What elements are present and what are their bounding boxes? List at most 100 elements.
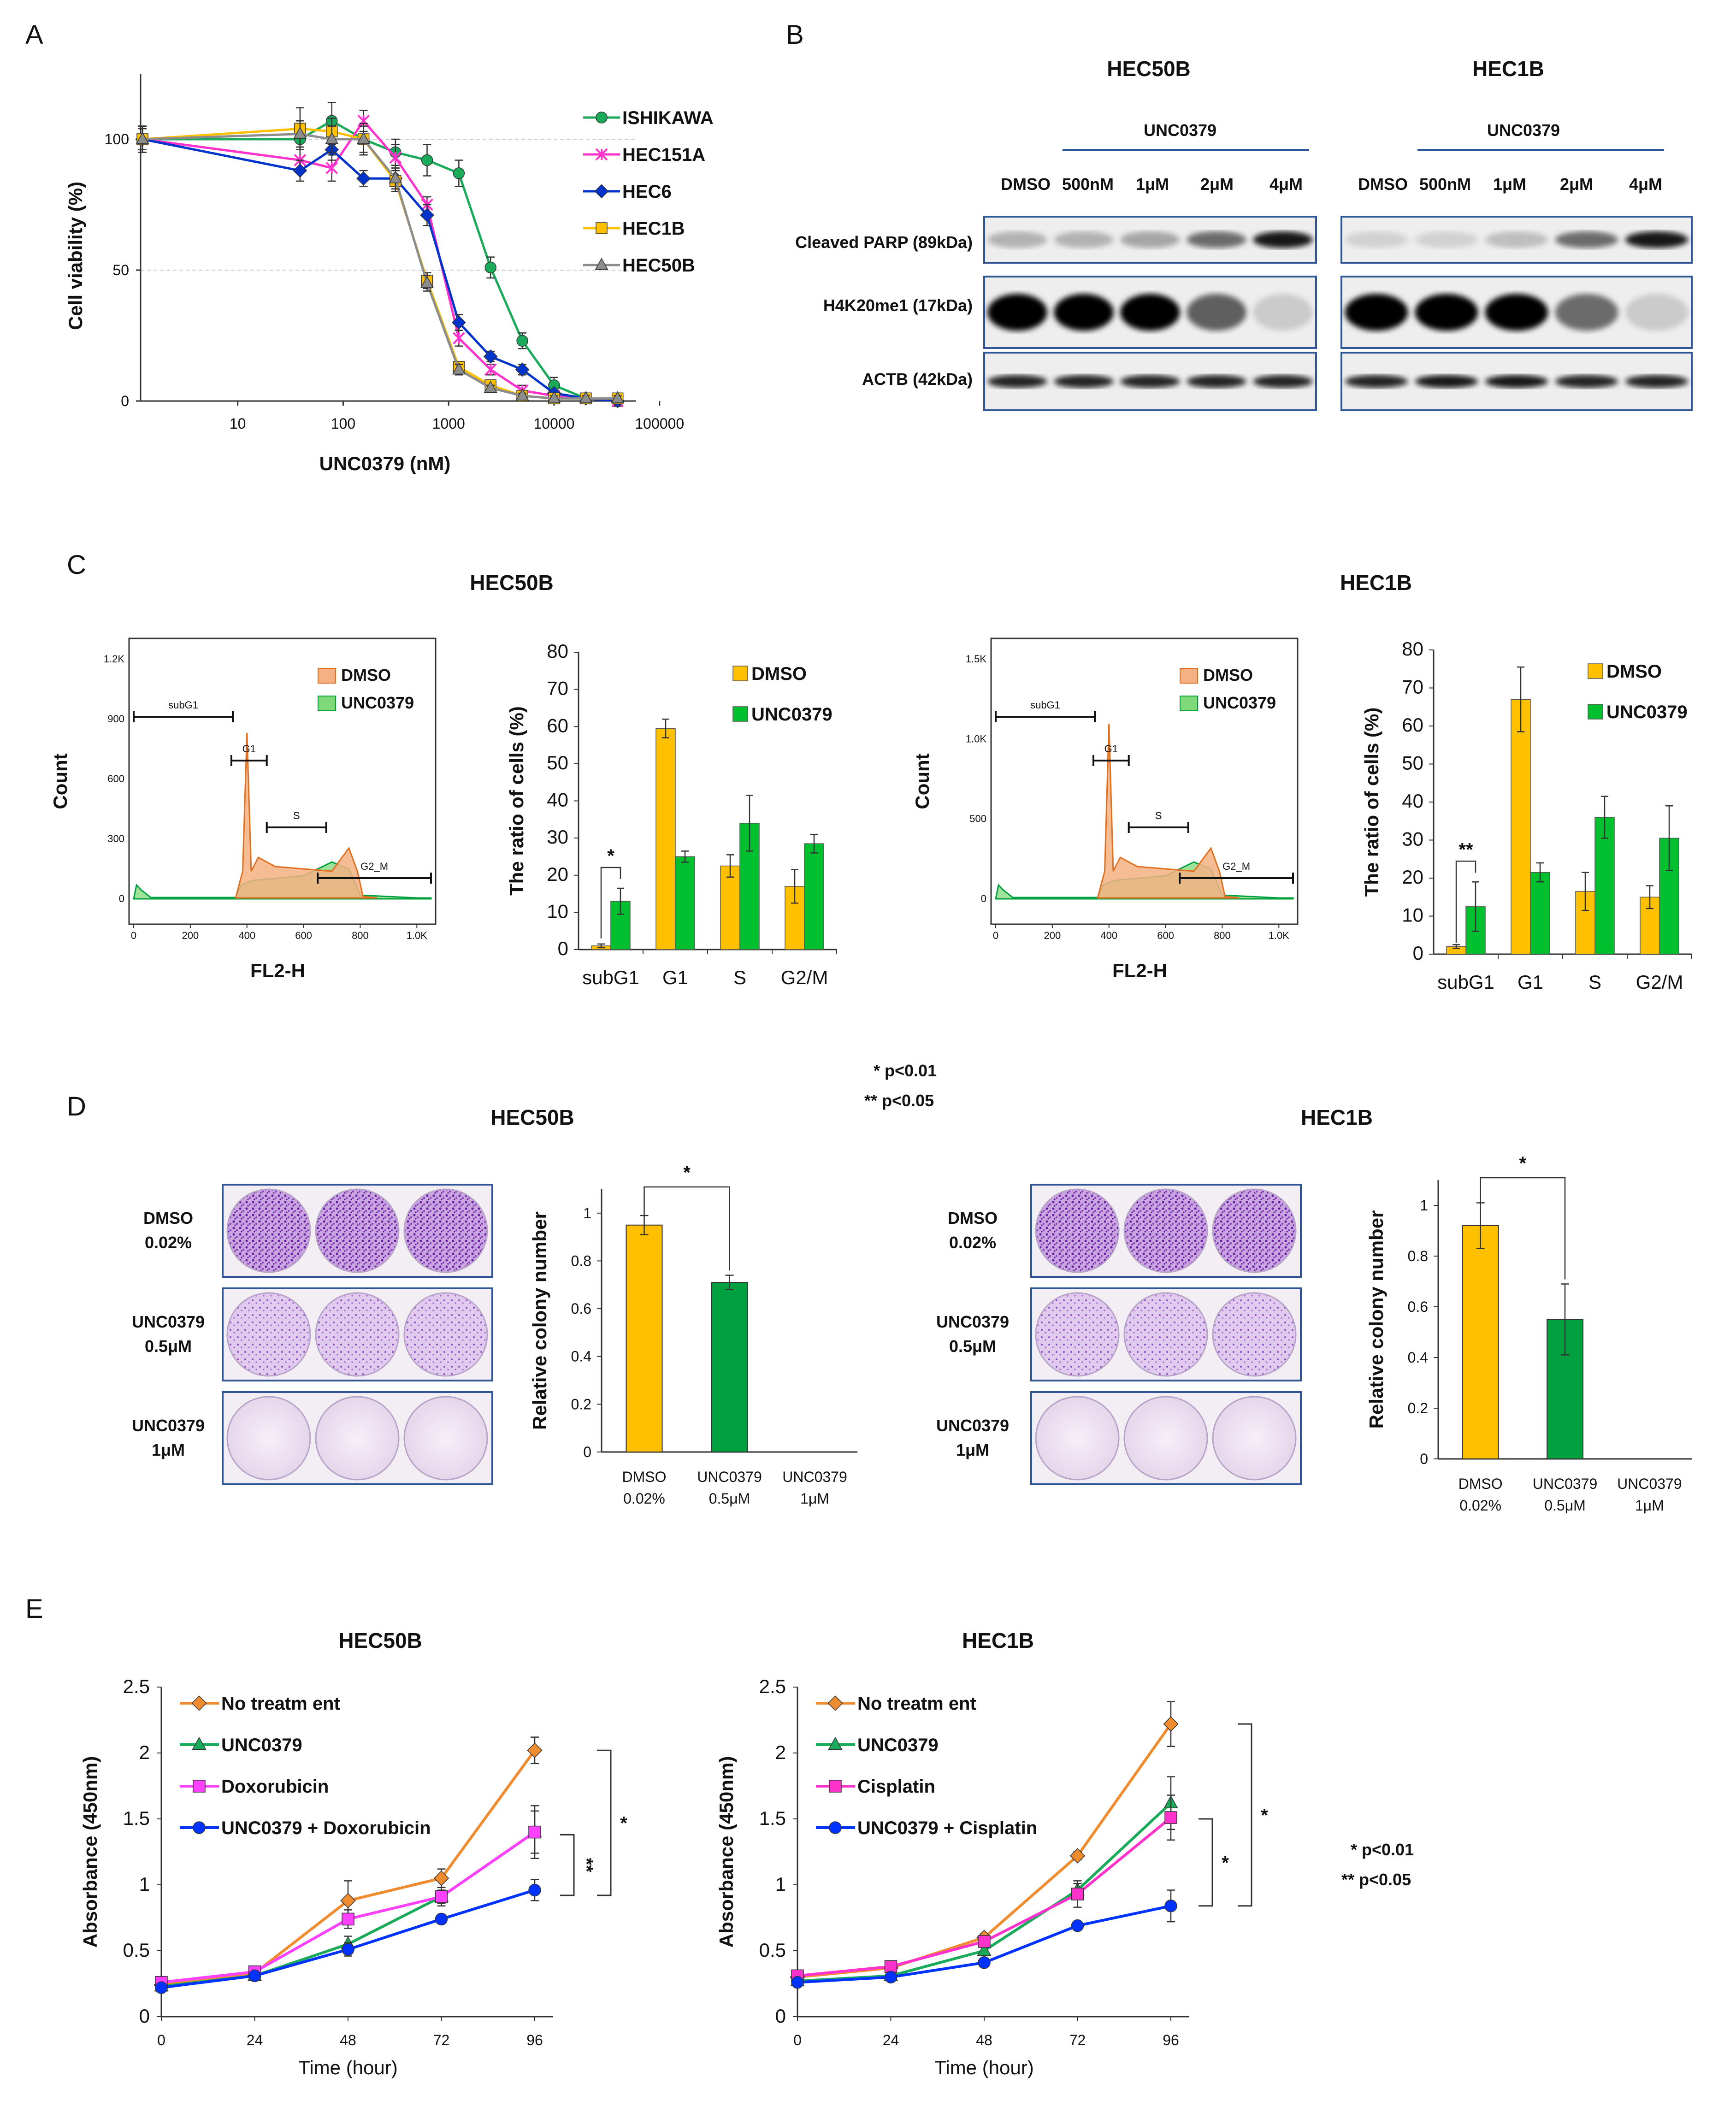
- plate-well: [1212, 1396, 1297, 1481]
- e-y-tick-label: 1: [139, 1873, 150, 1895]
- blot-band: [1625, 294, 1689, 331]
- e-y-tick-label: 2.5: [123, 1676, 150, 1697]
- blot-band: [1345, 231, 1408, 248]
- colony-bars-hec1b: 0 0.2 0.4 0.6 0.8 1 Relative colony number DMSO…: [1365, 1153, 1692, 1514]
- growth-chart-hec1b: 0 0.5 1 1.5 2 2.5 0 24 48 72 96 Absorbance (450nm) T…: [715, 1676, 1268, 2078]
- c-category-label: G1: [1518, 971, 1543, 993]
- flow-x-tick-label: 800: [1214, 930, 1231, 941]
- e-point: [791, 1976, 804, 1989]
- c-bar-dmso: [720, 865, 740, 950]
- d-y-axis-label: Relative colony number: [529, 1211, 550, 1430]
- plate-well: [226, 1396, 311, 1481]
- c-error-bar: [597, 943, 605, 949]
- a-legend-label: HEC50B: [622, 255, 695, 276]
- blot-band: [1415, 294, 1478, 331]
- a-legend-marker: [594, 184, 609, 199]
- plate-well: [403, 1188, 488, 1273]
- e-point: [433, 1871, 449, 1886]
- d-error-bar: [1561, 1283, 1569, 1356]
- flow-y-tick-label: 1.2K: [104, 653, 125, 665]
- e-legend-label: UNC0379 + Cisplatin: [857, 1818, 1037, 1838]
- a-x-tick-label: 10000: [533, 415, 574, 432]
- flow-y-tick-label: 1.5K: [966, 653, 987, 665]
- plate-row-label-conc: 0.5μM: [949, 1337, 996, 1356]
- b-drug-hec1b: UNC0379: [1487, 121, 1560, 140]
- plate-well: [315, 1188, 400, 1273]
- e-legend-label: Doxorubicin: [221, 1776, 329, 1797]
- e-x-axis-label: Time (hour): [298, 2057, 397, 2078]
- c-bar-unc0379: [675, 856, 695, 950]
- blot-band: [1253, 294, 1313, 331]
- c-y-tick-label: 80: [1402, 638, 1423, 660]
- d-category-label: UNC0379: [1617, 1475, 1682, 1492]
- e-legend-label: No treatm ent: [857, 1694, 976, 1714]
- d-bar: [1462, 1225, 1499, 1459]
- d-y-tick-label: 0.6: [1408, 1298, 1428, 1315]
- e-title-hec1b: HEC1B: [962, 1629, 1034, 1652]
- c-y-tick-label: 0: [558, 938, 568, 959]
- d-y-tick-label: 0.6: [571, 1300, 591, 1317]
- flow-x-tick-label: 1.0K: [1269, 930, 1290, 941]
- e-point: [1069, 1848, 1086, 1864]
- b-row-label-parp: Cleaved PARP (89kDa): [795, 233, 973, 252]
- e-y-axis-label: Absorbance (450nm): [79, 1756, 101, 1948]
- c-y-tick-label: 40: [1402, 790, 1423, 812]
- a-point-hec50b: [136, 132, 149, 144]
- blot-band: [1345, 294, 1408, 331]
- e-point: [978, 1956, 991, 1969]
- e-sig-bracket: [1238, 1723, 1252, 1907]
- a-legend-label: ISHIKAWA: [622, 108, 714, 128]
- plate-row-label: UNC0379: [132, 1416, 205, 1435]
- d-category-label-conc: 0.02%: [1459, 1497, 1501, 1514]
- blot-band: [1120, 231, 1180, 248]
- blot-images: [983, 216, 1693, 411]
- blot-band: [1187, 294, 1246, 331]
- e-x-tick-label: 72: [1069, 2032, 1086, 2048]
- flow-y-axis-label: Count: [911, 753, 933, 809]
- c-legend-swatch: [1588, 663, 1603, 679]
- blot-band: [1555, 375, 1618, 388]
- c-category-label: subG1: [1437, 971, 1494, 993]
- c-bar-dmso: [1640, 897, 1660, 955]
- c-category-label: subG1: [582, 967, 639, 988]
- d-category-label: UNC0379: [697, 1469, 762, 1485]
- blot-band: [1253, 375, 1313, 388]
- c-error-bar: [1517, 666, 1524, 732]
- d-y-tick-label: 0: [1420, 1451, 1428, 1467]
- a-point-hec6: [293, 163, 307, 178]
- c-bar-dmso: [1511, 699, 1531, 955]
- c-y-axis-label: The ratio of cells (%): [1361, 708, 1382, 897]
- e-sig-mark: *: [1261, 1805, 1268, 1825]
- e-x-tick-label: 96: [526, 2032, 543, 2048]
- plate-well: [1212, 1188, 1297, 1273]
- e-point: [1164, 1811, 1177, 1824]
- a-legend-marker: [596, 222, 608, 234]
- a-legend-marker: [595, 148, 608, 161]
- a-point-hec151a: [452, 332, 465, 345]
- d-title-hec50b: HEC50B: [490, 1105, 574, 1129]
- plate-row-label-conc: 1μM: [956, 1440, 989, 1459]
- flow-y-tick-label: 900: [107, 713, 124, 725]
- d-y-tick-label: 1: [1420, 1197, 1428, 1214]
- blot-band: [1187, 231, 1246, 248]
- a-y-tick-label: 0: [121, 393, 129, 409]
- plate-well: [1035, 1396, 1120, 1481]
- d-y-tick-label: 1: [583, 1205, 591, 1222]
- e-point: [435, 1912, 448, 1926]
- plate-row-label-conc: 0.02%: [145, 1233, 192, 1252]
- blot-band: [1345, 375, 1408, 388]
- plate-well: [1123, 1292, 1208, 1377]
- a-point-ishikawa: [484, 261, 496, 274]
- e-x-tick-label: 0: [793, 2032, 802, 2048]
- a-point-hec50b: [452, 362, 466, 375]
- a-x-tick-label: 100: [331, 415, 355, 432]
- blot-band: [1625, 231, 1689, 248]
- a-point-hec50b: [515, 388, 529, 401]
- e-legend-marker: [193, 1821, 206, 1834]
- a-point-hec50b: [547, 391, 561, 403]
- c-category-label: G2/M: [781, 967, 828, 988]
- a-y-tick-label: 50: [112, 262, 129, 278]
- flow-gate: [266, 822, 327, 833]
- panel-label-e: E: [25, 1594, 43, 1624]
